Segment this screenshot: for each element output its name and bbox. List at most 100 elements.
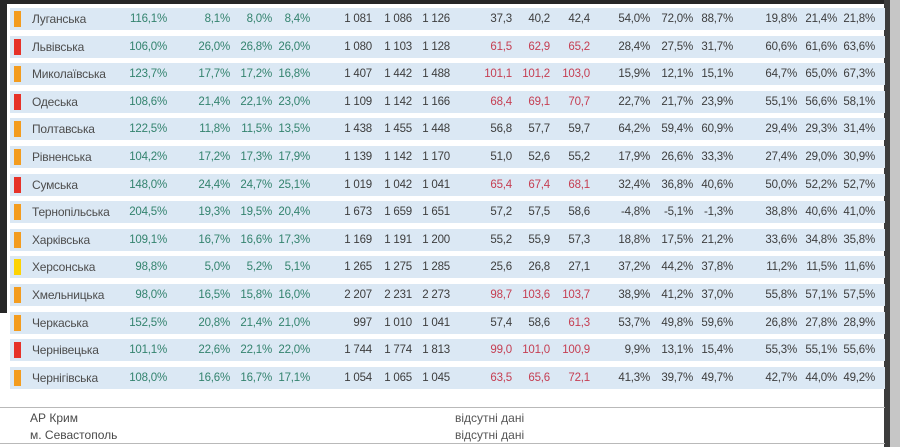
value-cell: 1 080 [344,40,372,53]
value-cell: 25,1% [278,178,310,191]
value-cell: 21,4% [198,95,230,108]
value-cell: 204,5% [129,206,167,219]
value-cell: 30,9% [843,150,875,163]
value-cell: 1 659 [384,206,412,219]
value-cell: 26,8% [765,316,797,329]
value-cell: 101,0 [522,344,550,357]
value-cell: 2 207 [344,288,372,301]
region-name: Миколаївська [32,67,106,82]
value-cell: 42,4 [568,13,590,25]
region-name: Хмельницька [32,287,105,302]
right-border [884,0,890,447]
region-name: Херсонська [32,260,96,275]
region-name: м. Севастополь [30,428,118,442]
value-cell: 55,1% [805,344,837,357]
value-cell: 57,4 [490,316,512,329]
value-cell: 62,9 [528,40,550,53]
value-cell: 58,6 [568,206,590,219]
value-cell: 54,0% [618,13,650,25]
value-cell: 49,8% [661,316,693,329]
value-cell: -5,1% [663,206,693,219]
value-cell: 15,8% [240,288,272,301]
value-cell: 16,6% [240,233,272,246]
table-row: Миколаївська 123,7% 17,7% 17,2% 16,8% 1 407 1 … [10,63,885,86]
value-cell: 997 [353,316,372,329]
value-cell: 1 041 [422,316,450,329]
value-cell: 1 109 [344,95,372,108]
value-cell: 52,7% [843,178,875,191]
status-marker-icon [14,11,21,27]
value-cell: 64,2% [618,123,650,136]
value-cell: 108,0% [129,371,167,384]
value-cell: 1 744 [344,344,372,357]
value-cell: 1 265 [344,261,372,274]
value-cell: 116,1% [130,13,167,25]
value-cell: 55,1% [765,95,797,108]
value-cell: 1 139 [344,150,372,163]
value-cell: 1 407 [344,68,372,81]
value-cell: 26,8% [240,40,272,53]
value-cell: 17,1% [278,371,310,384]
value-cell: 98,8% [135,261,167,274]
value-cell: 123,7% [129,68,167,81]
value-cell: 57,5% [843,288,875,301]
value-cell: 37,3 [490,13,512,25]
top-border [0,0,890,4]
value-cell: 16,5% [198,288,230,301]
value-cell: 8,1% [204,13,231,25]
value-cell: 17,7% [198,68,230,81]
value-cell: 65,6 [528,371,550,384]
value-cell: -4,8% [620,206,650,219]
value-cell: 37,8% [701,261,733,274]
value-cell: 55,9 [528,233,550,246]
value-cell: 1 169 [344,233,372,246]
left-border [0,0,7,313]
region-name: Одеська [32,94,78,109]
value-cell: 65,4 [490,178,512,191]
value-cell: 59,7 [568,123,590,136]
value-cell: 16,7% [240,371,272,384]
value-cell: 33,3% [701,150,733,163]
value-cell: 17,9% [278,150,310,163]
value-cell: 22,6% [198,344,230,357]
value-cell: 39,7% [661,371,693,384]
status-marker-icon [14,369,21,386]
table-row: Полтавська 122,5% 11,8% 11,5% 13,5% 1 438 1 45… [10,118,885,141]
value-cell: 63,6% [843,40,875,53]
value-cell: 19,5% [240,206,272,219]
value-cell: 98,0% [135,288,167,301]
region-name: Луганська [32,12,87,26]
value-cell: 36,8% [661,178,693,191]
value-cell: 1 086 [384,13,412,25]
table-row: Луганська 116,1% 8,1% 8,0% 8,4% 1 081 1 086 1 1… [10,8,885,30]
value-cell: 29,3% [805,123,837,136]
value-cell: 9,9% [624,344,651,357]
value-cell: 1 191 [384,233,412,246]
value-cell: 59,6% [701,316,733,329]
value-cell: 15,4% [701,344,733,357]
value-cell: 5,2% [246,261,273,274]
value-cell: 55,2 [490,233,512,246]
value-cell: 152,5% [129,316,167,329]
value-cell: 24,7% [240,178,272,191]
value-cell: 19,3% [198,206,230,219]
region-name: Львівська [32,39,85,54]
value-cell: 103,7 [562,288,590,301]
value-cell: 1 275 [384,261,412,274]
value-cell: 57,2 [490,206,512,219]
value-cell: 19,8% [765,13,797,25]
value-cell: 57,5 [528,206,550,219]
value-cell: 56,6% [805,95,837,108]
value-cell: 1 019 [344,178,372,191]
value-cell: 32,4% [618,178,650,191]
value-cell: 61,5 [490,40,512,53]
value-cell: 41,3% [618,371,650,384]
value-cell: 103,0 [562,68,590,81]
region-name: Харківська [32,232,90,247]
value-cell: 99,0 [490,344,512,357]
table-row: Чернігівська 108,0% 16,6% 16,7% 17,1% 1 054 1 … [10,366,885,389]
value-cell: 1 170 [422,150,450,163]
value-cell: 23,9% [701,95,733,108]
table-row: Рівненська 104,2% 17,2% 17,3% 17,9% 1 139 1 14… [10,145,885,168]
